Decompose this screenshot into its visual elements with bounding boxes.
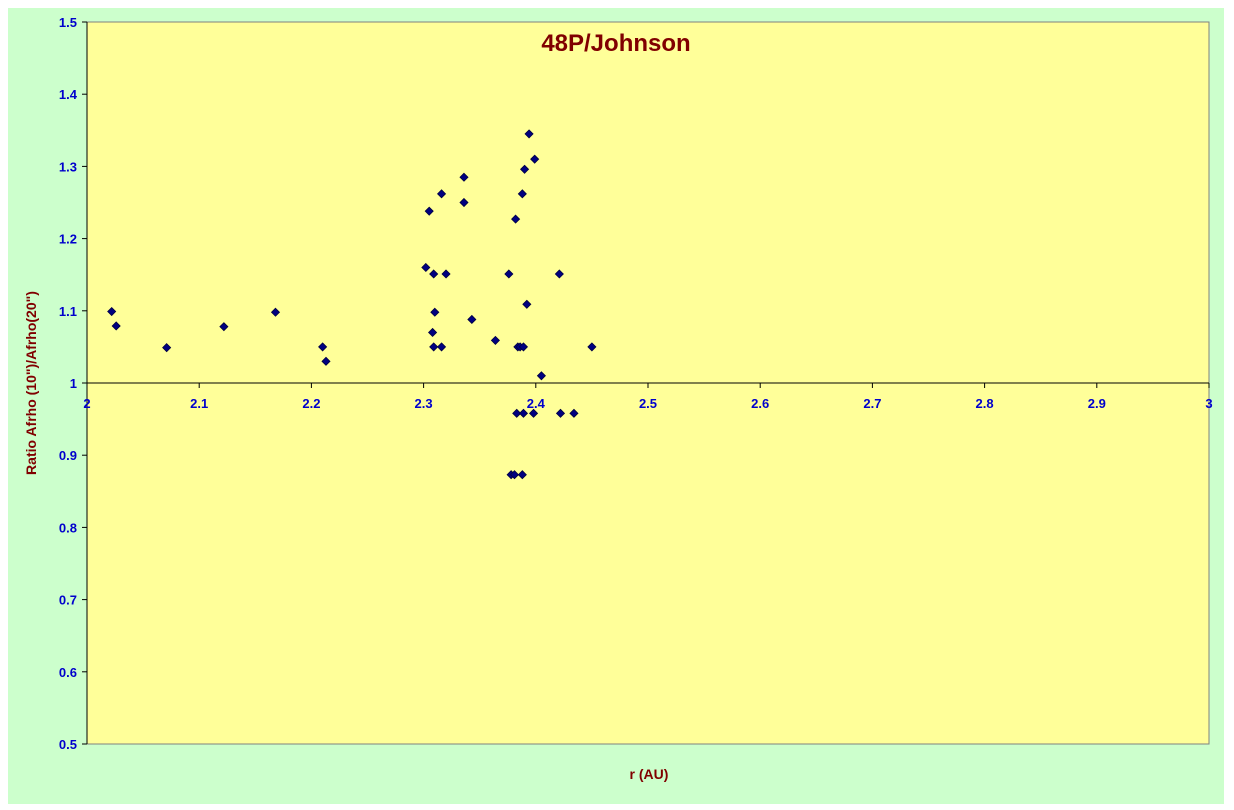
x-tick-label: 2.3 <box>415 396 433 411</box>
data-point <box>318 342 328 352</box>
data-point <box>512 408 522 418</box>
y-tick-label: 0.7 <box>59 593 77 608</box>
y-tick-label: 1.3 <box>59 159 77 174</box>
data-point <box>270 307 281 317</box>
data-point <box>528 408 539 418</box>
data-points <box>107 129 597 480</box>
y-axis-label: Ratio Afrho (10")/Afrho(20") <box>23 291 39 475</box>
x-tick-label: 2.4 <box>527 396 546 411</box>
data-point <box>428 327 438 338</box>
data-point <box>107 306 117 317</box>
data-point <box>162 343 172 353</box>
y-tick-label: 1 <box>70 376 77 391</box>
y-tick-label: 0.8 <box>59 520 77 535</box>
x-tick-label: 2.5 <box>639 396 657 411</box>
x-tick-label: 3 <box>1205 396 1212 411</box>
data-point <box>424 206 434 216</box>
data-point <box>517 470 527 480</box>
x-tick-label: 2.8 <box>976 396 994 411</box>
x-tick-label: 2 <box>83 396 90 411</box>
x-tick-label: 2.9 <box>1088 396 1106 411</box>
data-point <box>429 342 439 352</box>
data-point <box>467 314 477 325</box>
data-point <box>436 342 447 352</box>
data-point <box>490 335 500 345</box>
scatter-chart: 0.50.60.70.80.911.11.21.31.41.5 2 2.1 2.2 2… <box>23 15 1213 782</box>
y-tick-label: 0.5 <box>59 737 77 752</box>
x-tick-label: 2.7 <box>863 396 881 411</box>
data-point <box>509 470 520 480</box>
data-point <box>459 197 469 208</box>
data-point <box>421 262 431 273</box>
y-tick-label: 1.4 <box>59 87 78 102</box>
data-point <box>524 129 534 139</box>
data-point <box>518 342 529 352</box>
data-point <box>522 299 532 309</box>
x-axis-label: r (AU) <box>630 766 669 782</box>
chart-area: 0.5 0.6 0.7 0.8 0.9 1 1.1 1.2 1.3 1.4 1.5 2 2.1 2.2 2… <box>8 8 1224 804</box>
data-point <box>536 371 546 381</box>
x-axis-ticks: 2 2.1 2.2 2.3 2.4 2.5 2.6 2.7 2.8 2.9 3 <box>83 383 1213 411</box>
data-point <box>504 269 514 279</box>
y-tick-label: 1.2 <box>59 232 77 247</box>
y-tick-label: 1.5 <box>59 15 77 30</box>
data-point <box>554 269 564 279</box>
y-tick-label: 1.1 <box>59 304 77 319</box>
data-point <box>436 189 447 199</box>
data-point <box>530 154 540 164</box>
data-point <box>441 269 451 279</box>
data-point <box>430 307 440 317</box>
chart-title: 48P/Johnson <box>541 30 690 57</box>
data-point <box>511 214 521 224</box>
data-point <box>459 172 469 182</box>
data-point <box>555 408 566 418</box>
x-tick-label: 2.2 <box>302 396 320 411</box>
data-point <box>517 189 527 199</box>
data-point <box>569 408 579 418</box>
data-point <box>219 322 229 332</box>
y-tick-label: 0.9 <box>59 448 77 463</box>
data-point <box>321 356 331 366</box>
data-point <box>587 342 597 352</box>
x-tick-label: 2.6 <box>751 396 769 411</box>
y-axis-ticks: 0.5 0.6 0.7 0.8 0.9 1 1.1 1.2 1.3 1.4 1.5 <box>59 15 87 752</box>
data-point <box>518 408 529 418</box>
data-point <box>111 321 121 331</box>
data-point <box>520 164 530 174</box>
x-tick-label: 2.1 <box>190 396 208 411</box>
y-tick-label: 0.6 <box>59 665 77 680</box>
data-point <box>429 269 439 279</box>
